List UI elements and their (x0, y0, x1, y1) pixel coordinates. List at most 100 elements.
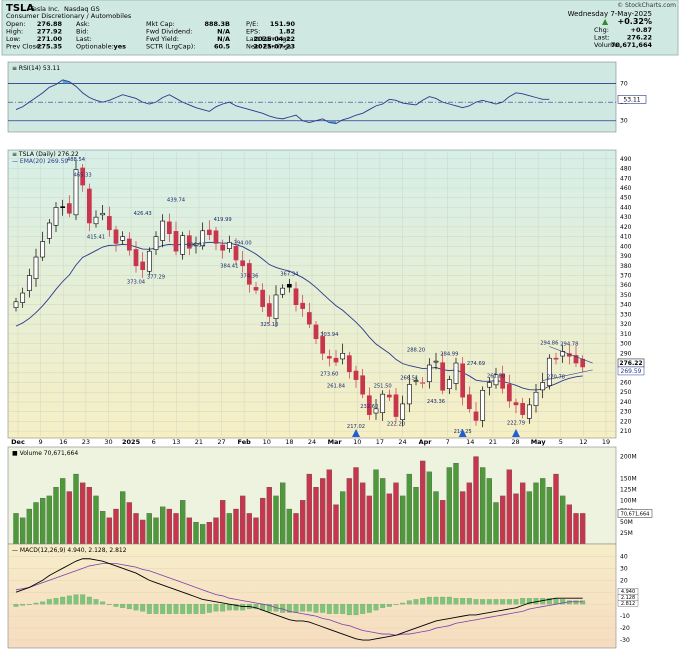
x-tick-label: 21 (489, 438, 497, 446)
field-value: 271.00 (37, 35, 63, 43)
volume-bar-down (166, 508, 172, 545)
macd-histogram-bar (486, 599, 492, 605)
volume-last-box (617, 509, 653, 518)
volume-bar-down (126, 502, 132, 545)
macd-histogram-bar (266, 604, 272, 612)
macd-last-label: 2.812 (621, 601, 635, 607)
volume-bar-down (326, 469, 332, 545)
volume-bar-up (160, 506, 166, 545)
macd-histogram-bar (33, 602, 39, 605)
macd-histogram-bar (573, 600, 579, 605)
volume-tick-label: 150M (620, 475, 637, 482)
field-label: Prev Close: (6, 43, 42, 51)
candle-down (66, 203, 72, 214)
volume-bar-up (93, 495, 99, 545)
macd-histogram-bar (500, 599, 506, 605)
candle-up (53, 207, 59, 226)
volume-bar-down (366, 495, 372, 545)
volume-bar-down (266, 487, 272, 545)
volume-bar-up (560, 495, 566, 545)
candle-down (113, 229, 119, 244)
candle-down (186, 235, 192, 249)
volume-bar-up (13, 513, 19, 545)
volume-bar-up (546, 487, 552, 545)
x-tick-label: Mar (328, 438, 343, 446)
candle-up (540, 382, 546, 391)
volume-bar-down (573, 513, 579, 545)
volume-bar-down (140, 519, 146, 545)
volume-bar-up (200, 524, 206, 545)
volume-bar-up (193, 522, 199, 545)
volume-bar-down (66, 491, 72, 545)
candle-down (320, 336, 326, 354)
volume-bar-down (473, 456, 479, 545)
volume-panel: ■ Volume 70,671,66425M50M75M100M125M150M… (12, 450, 653, 545)
price-annotation: 243.36 (427, 399, 445, 405)
field-value: 888.3B (204, 20, 230, 28)
candle-up (180, 235, 186, 255)
macd-histogram-bar (446, 596, 452, 605)
price-tick-label: 420 (620, 224, 632, 231)
trendline-upper (549, 346, 593, 364)
field-label: High: (6, 28, 23, 36)
candle-up (200, 230, 206, 247)
volume-bar-up (493, 502, 499, 545)
field-label: Ask: (76, 20, 90, 28)
candle-down (500, 373, 506, 389)
volume-bar-down (313, 487, 319, 545)
macd-histogram-bar (333, 604, 339, 614)
x-tick-label: 5 (559, 438, 563, 446)
candle-up (413, 380, 419, 382)
candle-up (373, 408, 379, 414)
field-label: Bid: (76, 28, 89, 36)
field-value: 60.5 (214, 43, 231, 51)
candle-up (426, 364, 432, 383)
ema20-line (15, 241, 583, 391)
candle-down (580, 358, 586, 368)
x-tick-label: 12 (579, 438, 587, 446)
macd-histogram-bar (233, 604, 239, 611)
candle-up (280, 287, 286, 295)
volume-bar-down (520, 482, 526, 545)
candle-down (166, 221, 172, 234)
volume-bar-down (333, 504, 339, 545)
up-arrow-icon: ▲ (602, 17, 609, 26)
macd-histogram-bar (526, 598, 532, 605)
macd-panel: — MACD(12,26,9) 4.940, 2.128, 2.812 40 30 2… (8, 547, 639, 644)
field-value: 276.88 (37, 20, 63, 28)
candle-down (293, 288, 299, 305)
price-annotation: 488.54 (67, 157, 86, 163)
x-tick-label: 18 (285, 438, 293, 446)
price-tick-label: 340 (620, 302, 632, 309)
price-tick-label: 260 (620, 380, 632, 387)
candle-down (353, 370, 359, 380)
candle-down (173, 231, 179, 252)
macd-tick-label: -30 (620, 637, 630, 644)
price-tick-label: 310 (620, 331, 632, 338)
rsi-last-box (617, 95, 647, 104)
candle-down (313, 324, 319, 340)
macd-histogram-bar (400, 602, 406, 605)
field-label: Volume: (594, 41, 620, 49)
x-tick-label: 23 (82, 438, 90, 446)
field-value: 2025-04-22 (253, 35, 295, 43)
price-annotation: 373.04 (127, 279, 146, 285)
x-tick-label: Dec (11, 438, 25, 446)
volume-bar-up (340, 491, 346, 545)
x-tick-label: 10 (263, 438, 271, 446)
volume-bar-down (113, 508, 119, 545)
price-tick-label: 450 (620, 195, 632, 202)
x-tick-label: 19 (602, 438, 610, 446)
price-annotation: 325.10 (260, 322, 278, 328)
macd-histogram-bar (346, 604, 352, 616)
macd-histogram-bar (553, 598, 559, 605)
macd-histogram-bar (393, 604, 399, 605)
price-annotation: 261.84 (327, 383, 346, 389)
volume-bar-down (580, 513, 586, 545)
price-annotation: 284.99 (440, 351, 458, 357)
macd-histogram-bar (240, 604, 246, 611)
price-annotation: 232.60 (360, 404, 378, 410)
volume-bar-down (553, 473, 559, 545)
